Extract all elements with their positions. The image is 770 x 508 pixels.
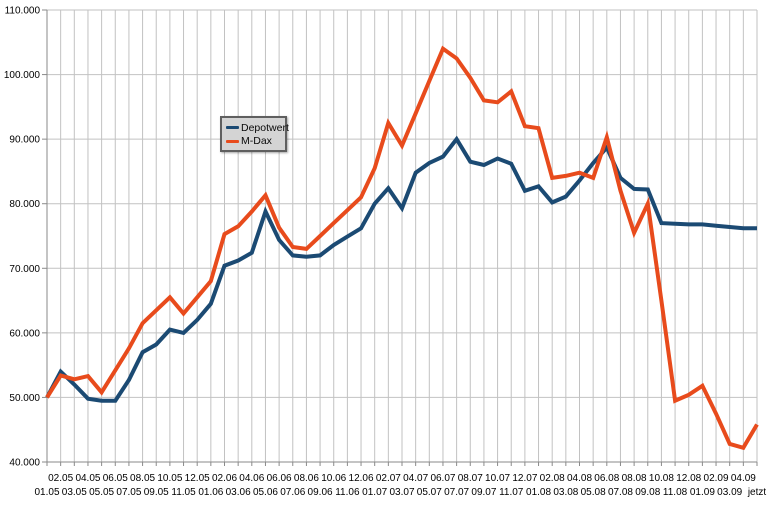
x-tick-label: 06.08	[594, 473, 619, 484]
x-tick-label: 05.06	[253, 487, 278, 498]
x-tick-label: 08.06	[294, 473, 319, 484]
legend: Depotwert M-Dax	[220, 116, 289, 152]
x-tick-label: 12.05	[185, 473, 210, 484]
x-tick-label: 04.06	[239, 473, 264, 484]
x-tick-label: 09.08	[635, 487, 660, 498]
x-tick-label: 11.06	[335, 487, 360, 498]
x-tick-label: 04.08	[567, 473, 592, 484]
y-tick-label: 90.000	[9, 135, 40, 146]
x-tick-label: 10.06	[321, 473, 346, 484]
x-tick-label: 09.07	[471, 487, 496, 498]
x-tick-label: 02.07	[376, 473, 401, 484]
x-tick-label: 01.08	[526, 487, 551, 498]
x-tick-label: 03.06	[226, 487, 251, 498]
depotwert-line	[45, 135, 757, 403]
mdax-line-swatch-icon	[226, 139, 239, 143]
x-tick-label: 01.06	[198, 487, 223, 498]
depotwert-line-swatch-icon	[226, 126, 239, 130]
x-tick-label: 04.07	[403, 473, 428, 484]
x-tick-label: 02.05	[48, 473, 73, 484]
legend-item-depotwert: Depotwert	[226, 122, 289, 134]
x-tick-label: 09.05	[144, 487, 169, 498]
x-tick-label: 01.09	[690, 487, 715, 498]
y-tick-label: 40.000	[9, 458, 40, 469]
x-tick-label: 08.05	[130, 473, 155, 484]
axes	[42, 9, 758, 466]
x-tick-label: 07.05	[116, 487, 141, 498]
x-tick-label: 03.09	[717, 487, 742, 498]
x-tick-label: 06.05	[103, 473, 128, 484]
m-dax-line	[45, 45, 759, 451]
x-tick-label: 06.07	[430, 473, 455, 484]
x-tick-label: 08.08	[622, 473, 647, 484]
legend-label-mdax: M-Dax	[241, 135, 272, 147]
x-tick-label: 10.07	[485, 473, 510, 484]
x-tick-label: 05.07	[417, 487, 442, 498]
x-tick-label: 07.06	[280, 487, 305, 498]
x-tick-label: 01.07	[362, 487, 387, 498]
x-tick-label: 02.09	[704, 473, 729, 484]
x-tick-label: 11.07	[499, 487, 524, 498]
x-tick-label: 04.09	[731, 473, 756, 484]
x-tick-label: 02.08	[540, 473, 565, 484]
y-tick-label: 60.000	[9, 328, 40, 339]
x-tick-label: 03.07	[389, 487, 414, 498]
legend-label-depotwert: Depotwert	[241, 121, 289, 134]
x-tick-label: 02.06	[212, 473, 237, 484]
x-tick-label: 05.08	[581, 487, 606, 498]
x-tick-label: 12.06	[349, 473, 374, 484]
x-tick-label: 10.05	[157, 473, 182, 484]
x-tick-label: 04.05	[75, 473, 100, 484]
x-tick-label: 09.06	[308, 487, 333, 498]
x-tick-label: 12.07	[512, 473, 537, 484]
x-tick-label: 03.08	[553, 487, 578, 498]
y-tick-label: 50.000	[9, 393, 40, 404]
y-tick-label: 80.000	[9, 199, 40, 210]
y-tick-label: 70.000	[9, 264, 40, 275]
axis-labels: 01.05 02.05 03.05 04.05 05.05 06.05 07.05 08.05…	[4, 6, 767, 499]
data-series	[45, 45, 759, 451]
y-tick-label: 110.000	[5, 6, 41, 17]
x-tick-label: 07.07	[444, 487, 469, 498]
x-tick-label: 05.05	[89, 487, 114, 498]
x-tick-label: 11.05	[171, 487, 196, 498]
x-tick-label: 08.07	[458, 473, 483, 484]
x-tick-label: 07.08	[608, 487, 633, 498]
x-tick-label: 03.05	[62, 487, 87, 498]
x-tick-label: 06.06	[267, 473, 292, 484]
x-tick-label: 01.05	[34, 487, 59, 498]
x-tick-label: 11.08	[663, 487, 688, 498]
y-tick-label: 100.000	[4, 70, 41, 81]
legend-item-mdax: M-Dax	[226, 136, 282, 147]
x-tick-label: jetzt	[747, 487, 767, 498]
x-tick-label: 10.08	[649, 473, 674, 484]
x-tick-label: 12.08	[676, 473, 701, 484]
